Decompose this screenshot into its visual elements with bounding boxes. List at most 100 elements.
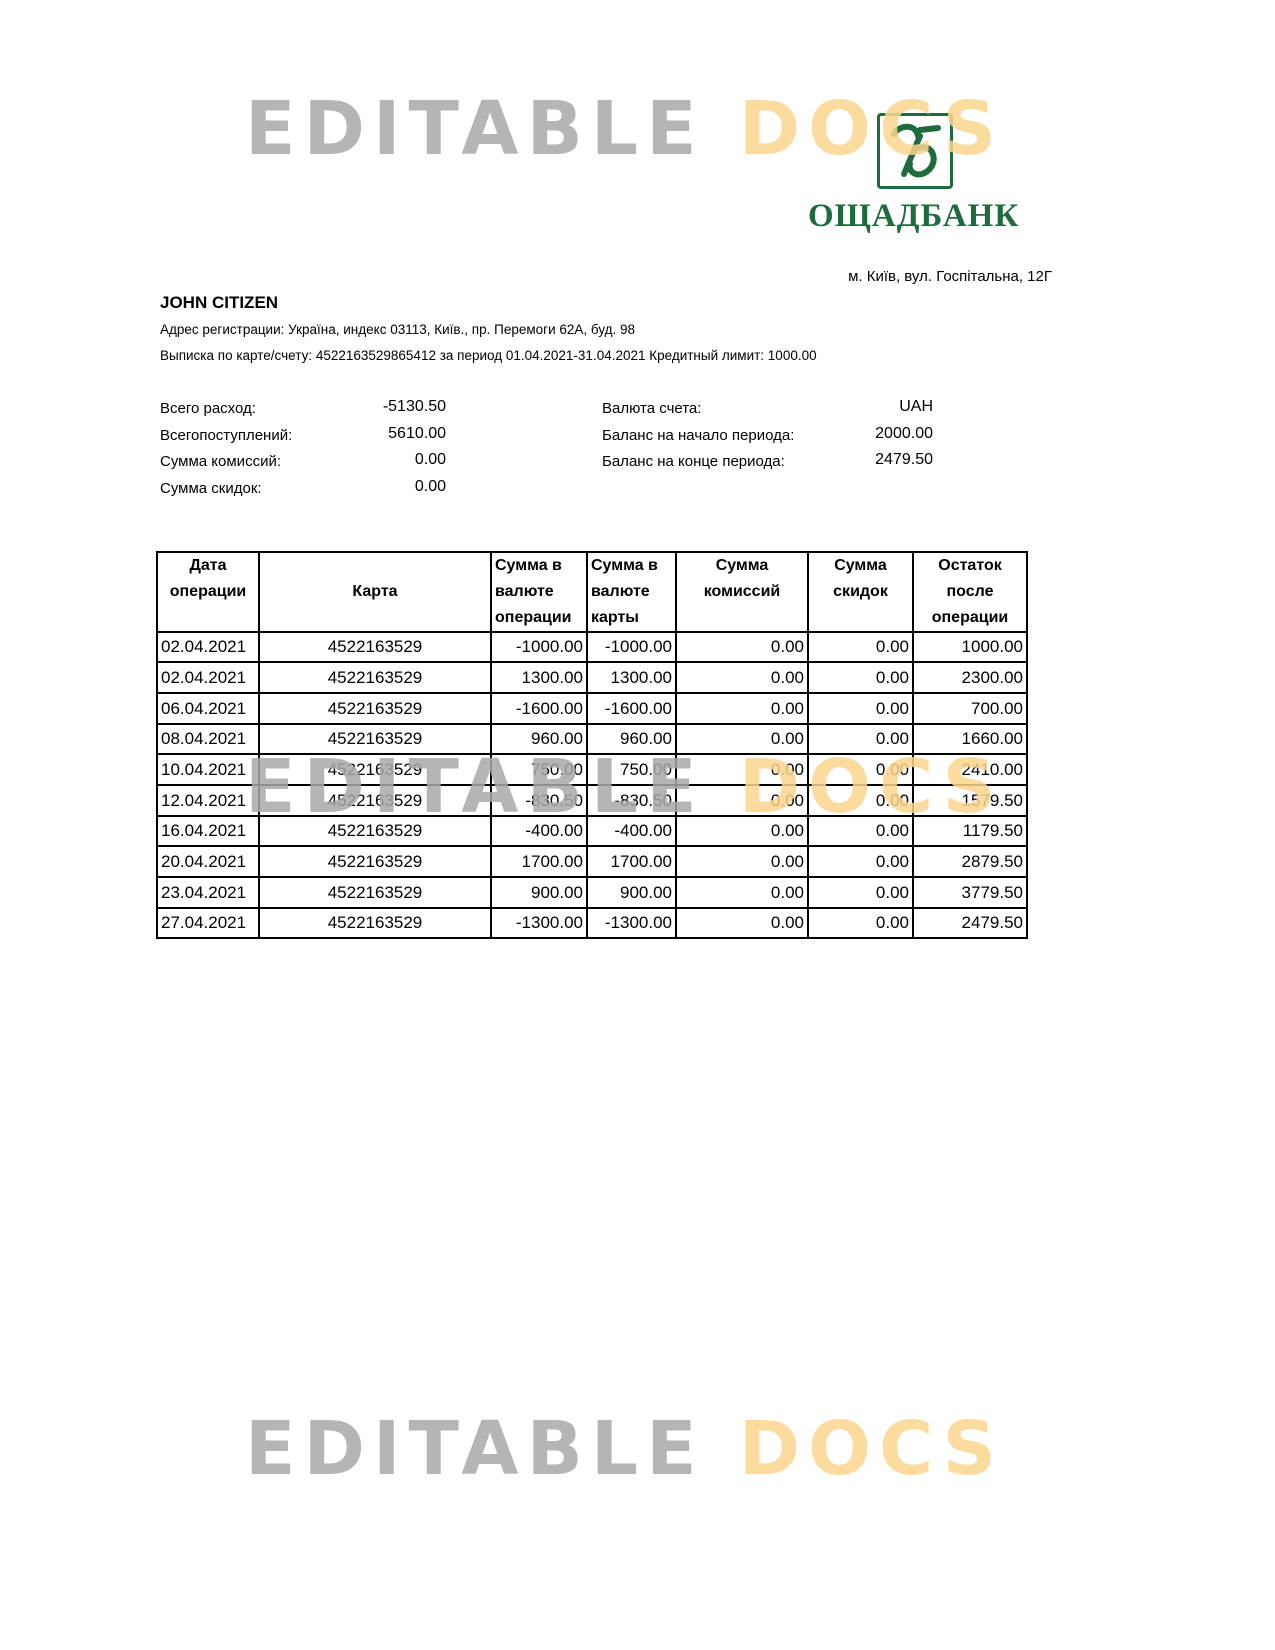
table-cell: 4522163529 [258,753,492,786]
table-cell: 0.00 [675,876,809,909]
summary-value: UAH [899,398,933,415]
table-cell: 08.04.2021 [156,723,260,755]
table-cell: 4522163529 [258,723,492,755]
table-cell: -1300.00 [490,907,588,939]
summary-value: 0.00 [414,451,446,468]
summary-label: Валюта счета: [602,400,702,417]
table-cell: 0.00 [675,845,809,878]
table-cell: 2879.50 [912,845,1028,878]
table-cell: 0.00 [675,661,809,694]
table-cell: 3779.50 [912,876,1028,909]
bank-logo-icon [877,113,953,189]
table-cell: 16.04.2021 [156,815,260,847]
table-cell: 960.00 [586,723,677,755]
column-header: Сумма скидок [807,551,914,633]
table-cell: 1000.00 [912,631,1028,663]
table-cell: 0.00 [807,907,914,939]
table-row: 02.04.2021 4522163529 1300.00 1300.00 0.00 0.… [156,661,1028,694]
table-cell: 10.04.2021 [156,753,260,786]
table-cell: -830.50 [490,784,588,817]
watermark: EDITABLE DOCS [245,744,1004,830]
table-cell: -830.50 [586,784,677,817]
table-cell: 2300.00 [912,661,1028,694]
table-cell: -1300.00 [586,907,677,939]
table-cell: 1300.00 [586,661,677,694]
table-cell: 0.00 [807,723,914,755]
column-header: Сумма в валюте карты [586,551,677,633]
table-cell: 0.00 [675,631,809,663]
table-cell: 700.00 [912,692,1028,725]
table-cell: 20.04.2021 [156,845,260,878]
table-cell: 1179.50 [912,815,1028,847]
client-name: JOHN CITIZEN [160,293,279,312]
statement-info: Выписка по карте/счету: 4522163529865412… [160,348,817,363]
bank-name: ОЩАДБАНК [808,198,1020,234]
table-cell: 0.00 [807,661,914,694]
table-cell: 4522163529 [258,845,492,878]
table-cell: 12.04.2021 [156,784,260,817]
table-cell: 2479.50 [912,907,1028,939]
summary-value: 5610.00 [388,424,446,442]
table-cell: -1600.00 [586,692,677,725]
table-cell: 0.00 [807,815,914,847]
column-header: Дата операции [156,551,260,633]
summary-label: Всего расход: [160,400,256,417]
summary-value: 0.00 [414,477,446,495]
table-cell: 0.00 [807,692,914,725]
table-cell: 900.00 [490,876,588,909]
table-cell: 960.00 [490,723,588,755]
summary-value: 2479.50 [875,451,933,468]
table-cell: 1700.00 [586,845,677,878]
transactions-table: Дата операции Карта Сумма в валюте операци… [156,551,1028,939]
column-header: Остаток после операции [912,551,1028,633]
watermark: EDITABLE DOCS [245,1406,1004,1492]
table-cell: -400.00 [490,815,588,847]
table-cell: 0.00 [675,692,809,725]
summary-label: Баланс на конце периода: [602,453,785,470]
watermark: EDITABLE DOCS [245,86,1004,172]
table-cell: -1000.00 [490,631,588,663]
table-cell: 0.00 [807,876,914,909]
registration-address: Адрес регистрации: Україна, индекс 03113… [160,322,636,337]
table-cell: 900.00 [586,876,677,909]
table-cell: 0.00 [675,723,809,755]
summary-label: Сумма комиссий: [160,453,281,470]
table-row: 27.04.2021 4522163529 -1300.00 -1300.00 0.00… [156,907,1028,939]
table-cell: 4522163529 [258,661,492,694]
table-cell: 27.04.2021 [156,907,260,939]
table-cell: 0.00 [675,907,809,939]
summary-value: -5130.50 [382,398,446,415]
table-cell: 4522163529 [258,907,492,939]
bank-address: м. Київ, вул. Госпітальна, 12Г [848,268,1052,285]
table-row: 20.04.2021 4522163529 1700.00 1700.00 0.00 0.… [156,845,1028,878]
summary-value: 2000.00 [875,424,933,442]
table-cell: -1600.00 [490,692,588,725]
table-cell: 1660.00 [912,723,1028,755]
table-cell: 1300.00 [490,661,588,694]
table-row: 06.04.2021 4522163529 -1600.00 -1600.00 0.00… [156,692,1028,725]
column-header: Карта [258,551,492,633]
table-cell: 02.04.2021 [156,631,260,663]
table-cell: 0.00 [675,815,809,847]
table-row: 12.04.2021 4522163529 -830.50 -830.50 0.00 0.… [156,784,1028,817]
table-cell: 0.00 [807,631,914,663]
table-cell: 2410.00 [912,753,1028,786]
table-row: 02.04.2021 4522163529 -1000.00 -1000.00 0.00… [156,631,1028,663]
table-cell: 0.00 [807,845,914,878]
table-cell: 0.00 [807,784,914,817]
table-cell: 4522163529 [258,631,492,663]
table-cell: 0.00 [675,784,809,817]
table-row: 10.04.2021 4522163529 750.00 750.00 0.00 0.00… [156,753,1028,786]
table-cell: 23.04.2021 [156,876,260,909]
table-cell: -1000.00 [586,631,677,663]
table-cell: 1579.50 [912,784,1028,817]
table-cell: 0.00 [675,753,809,786]
table-cell: 750.00 [586,753,677,786]
table-cell: 4522163529 [258,784,492,817]
table-cell: 0.00 [807,753,914,786]
summary-label: Всегопоступлений: [160,426,293,444]
table-cell: 06.04.2021 [156,692,260,725]
column-header: Сумма комиссий [675,551,809,633]
table-row: 23.04.2021 4522163529 900.00 900.00 0.00 0.00… [156,876,1028,909]
